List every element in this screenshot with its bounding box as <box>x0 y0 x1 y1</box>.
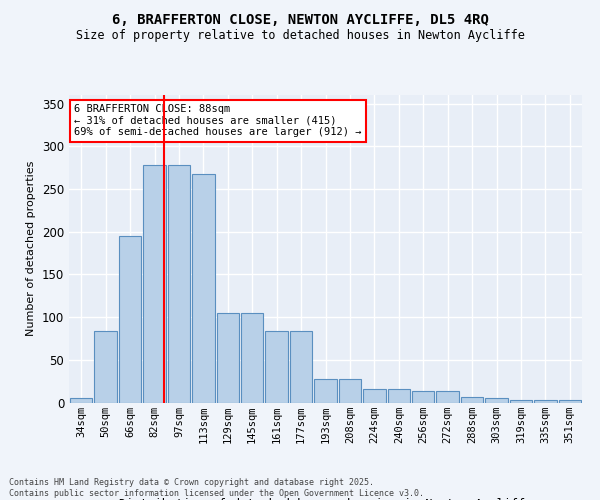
Text: Size of property relative to detached houses in Newton Aycliffe: Size of property relative to detached ho… <box>76 29 524 42</box>
Y-axis label: Number of detached properties: Number of detached properties <box>26 161 37 336</box>
Bar <box>509 400 532 402</box>
Bar <box>217 313 239 402</box>
Bar <box>412 392 434 402</box>
Bar <box>534 400 557 402</box>
Bar <box>241 313 263 402</box>
Bar <box>461 396 484 402</box>
X-axis label: Distribution of detached houses by size in Newton Aycliffe: Distribution of detached houses by size … <box>119 498 532 500</box>
Bar <box>265 331 288 402</box>
Bar <box>70 398 92 402</box>
Bar <box>94 331 117 402</box>
Text: Contains HM Land Registry data © Crown copyright and database right 2025.
Contai: Contains HM Land Registry data © Crown c… <box>9 478 424 498</box>
Text: 6 BRAFFERTON CLOSE: 88sqm
← 31% of detached houses are smaller (415)
69% of semi: 6 BRAFFERTON CLOSE: 88sqm ← 31% of detac… <box>74 104 362 138</box>
Bar <box>119 236 142 402</box>
Bar <box>167 165 190 402</box>
Bar <box>363 389 386 402</box>
Bar <box>143 165 166 402</box>
Bar <box>192 174 215 402</box>
Bar <box>388 389 410 402</box>
Bar <box>559 400 581 402</box>
Text: 6, BRAFFERTON CLOSE, NEWTON AYCLIFFE, DL5 4RQ: 6, BRAFFERTON CLOSE, NEWTON AYCLIFFE, DL… <box>112 12 488 26</box>
Bar <box>290 331 313 402</box>
Bar <box>436 392 459 402</box>
Bar <box>338 380 361 402</box>
Bar <box>485 398 508 402</box>
Bar <box>314 380 337 402</box>
